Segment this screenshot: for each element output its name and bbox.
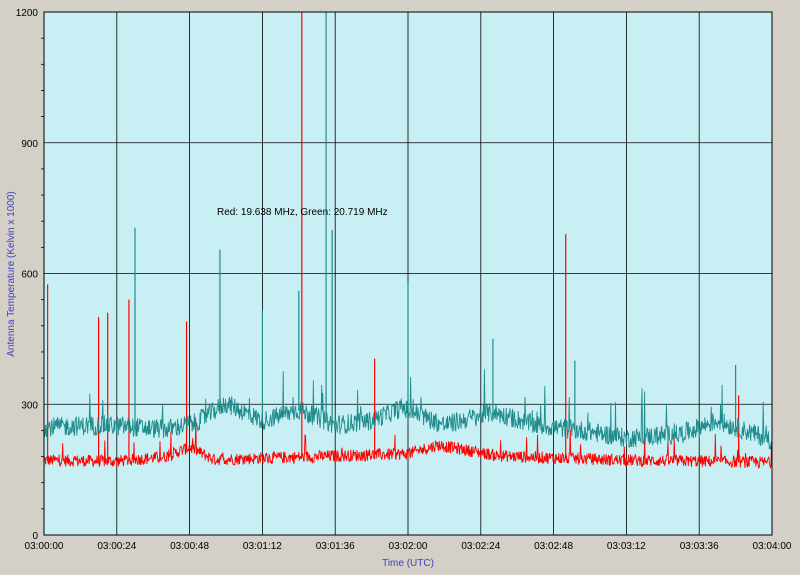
- x-tick-label: 03:04:00: [753, 541, 792, 552]
- y-tick-label: 600: [21, 270, 38, 281]
- series-red-trace: [43, 419, 773, 470]
- y-tick-label: 1200: [16, 8, 39, 19]
- series-annotation: Red: 19.638 MHz, Green: 20.719 MHz: [217, 207, 388, 218]
- series-layer: [43, 12, 773, 470]
- plot-frame: [43, 11, 773, 536]
- x-tick-label: 03:00:48: [170, 541, 209, 552]
- y-tick-label: 0: [32, 531, 38, 542]
- x-axis-title: Time (UTC): [382, 558, 434, 569]
- x-tick-label: 03:03:12: [607, 541, 646, 552]
- x-tick-label: 03:01:12: [243, 541, 282, 552]
- y-tick-label: 300: [21, 400, 38, 411]
- y-tick-label: 900: [21, 139, 38, 150]
- x-tick-label: 03:00:24: [97, 541, 136, 552]
- x-tick-label: 03:02:48: [534, 541, 573, 552]
- tick-label-layer: 03:00:00 03:00:24 03:00:48 03:01:12 03:01:36…: [16, 8, 792, 552]
- x-tick-label: 03:03:36: [680, 541, 719, 552]
- x-tick-label: 03:01:36: [316, 541, 355, 552]
- x-tick-label: 03:02:24: [461, 541, 500, 552]
- y-axis-title: Antenna Temperature (Kelvin x 1000): [6, 191, 17, 356]
- x-tick-label: 03:00:00: [25, 541, 64, 552]
- x-tick-label: 03:02:00: [389, 541, 428, 552]
